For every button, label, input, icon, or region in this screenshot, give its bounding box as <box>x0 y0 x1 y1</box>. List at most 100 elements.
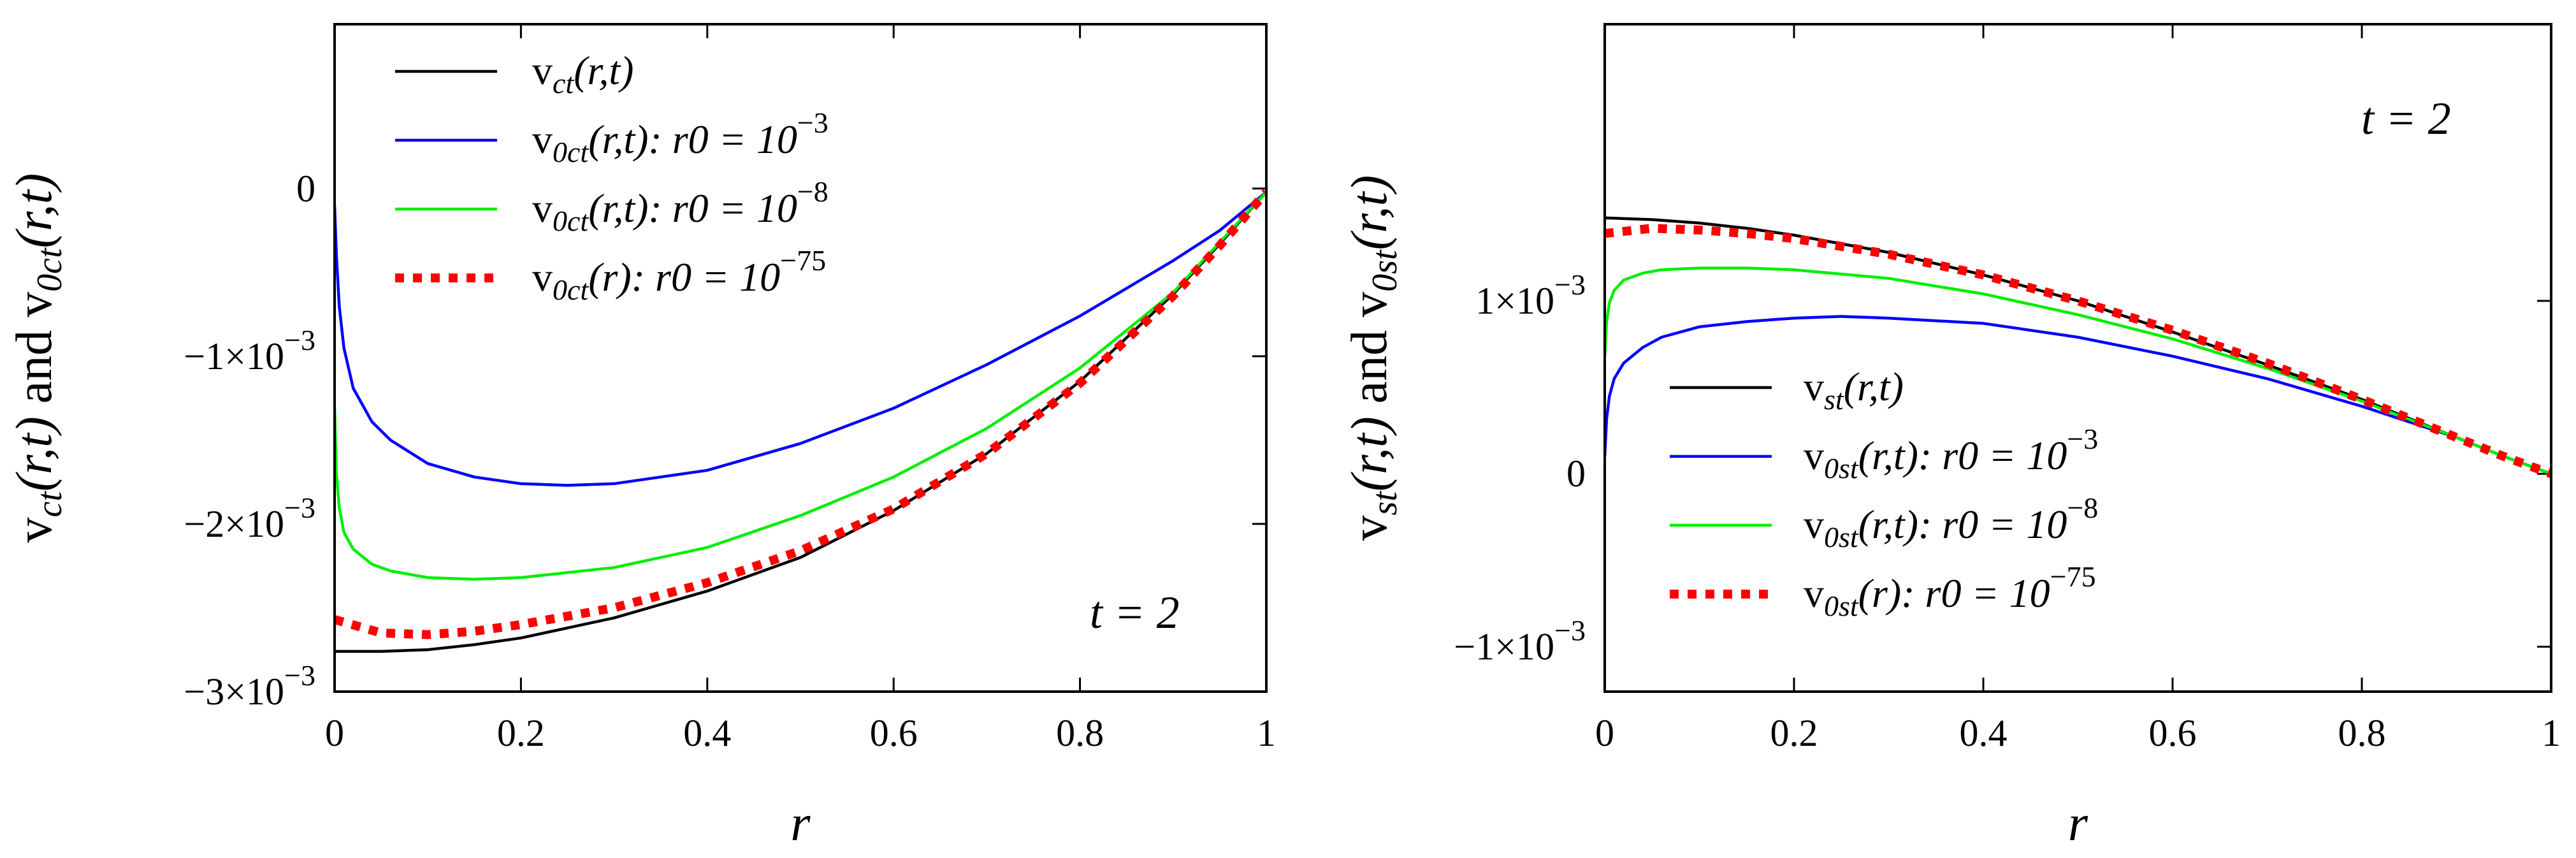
series-line-3 <box>1606 224 2550 478</box>
legend-label-2: v0ct(r,t): r0 = 10−8 <box>532 175 829 237</box>
legend-args: (r,t) <box>1858 502 1918 547</box>
legend-args: (r,t) <box>1858 433 1918 478</box>
y-label-mid: and <box>6 317 62 417</box>
legend-args: (r,t) <box>588 117 648 162</box>
y-label-sub1: st <box>1365 491 1405 516</box>
legend-cond: : r0 = 10 <box>632 254 780 300</box>
y-label-mid: and <box>1342 317 1398 417</box>
legend-cond: : r0 = 10 <box>648 117 797 162</box>
legend-sub: 0st <box>1824 521 1859 553</box>
plot-frame <box>1603 23 2552 693</box>
y-axis-label: vct(r,t) and v0ct(r,t) <box>6 173 69 543</box>
x-tick-label: 0 <box>1595 712 1614 754</box>
legend-sub: 0st <box>1824 452 1859 484</box>
legend-label-0: vct(r,t) <box>532 48 633 99</box>
x-tick-label: 0 <box>325 712 344 754</box>
y-label-var1: v <box>6 517 62 542</box>
y-label-args1: (r,t) <box>1342 416 1398 491</box>
x-tick-label: 0.2 <box>1770 712 1818 754</box>
y-tick-exponent: −3 <box>284 324 315 356</box>
plot-frame <box>333 23 1268 693</box>
x-tick-label: 1 <box>1257 712 1276 754</box>
series-line-1 <box>1606 315 2550 475</box>
legend-var: v <box>532 48 553 93</box>
y-label-args1: (r,t) <box>6 416 62 491</box>
y-label-var2: v <box>6 292 62 317</box>
series-line-2 <box>336 191 1265 581</box>
time-annotation: t = 2 <box>2361 93 2451 144</box>
legend-var: v <box>1804 502 1824 547</box>
legend-sub: st <box>1824 383 1844 416</box>
y-tick-mantissa: 0 <box>296 168 315 210</box>
x-tick-label: 0.8 <box>1056 712 1104 754</box>
legend-exp: −75 <box>2050 560 2096 593</box>
legend-sub: ct <box>553 67 574 99</box>
legend-label-3: v0ct(r): r0 = 10−75 <box>532 244 826 306</box>
legend-cond: : r0 = 10 <box>1918 502 2067 547</box>
y-tick-mantissa: −1×10 <box>1454 625 1554 667</box>
legend-label-0: vst(r,t) <box>1804 364 1904 416</box>
x-axis-label: r <box>2068 796 2088 852</box>
x-tick-label: 0.8 <box>2338 712 2386 754</box>
y-tick-exponent: −3 <box>1554 268 1586 301</box>
legend-sub: 0ct <box>553 205 589 237</box>
x-axis-label: r <box>790 796 811 852</box>
y-label-sub1: ct <box>30 491 69 518</box>
legend-var: v <box>1804 571 1824 616</box>
y-label-var2: v <box>1342 292 1398 317</box>
chart-right: 0 0.2 0.4 0.6 0.8 11×10−30−1×10−3vst(r,t)v0st… <box>1342 23 2561 852</box>
y-tick-mantissa: −1×10 <box>184 335 284 377</box>
y-tick-exponent: −3 <box>284 659 315 692</box>
y-tick-mantissa: −3×10 <box>184 671 284 713</box>
y-tick-mantissa: −2×10 <box>184 503 284 545</box>
legend-exp: −3 <box>797 106 829 139</box>
x-tick-label: 0.6 <box>2149 712 2197 754</box>
legend-sub: 0ct <box>553 136 589 168</box>
time-annotation: t = 2 <box>1090 587 1180 638</box>
legend-cond: : r0 = 10 <box>1918 433 2067 478</box>
series-line-1 <box>336 191 1265 487</box>
y-tick-label: 0 <box>1567 453 1586 495</box>
legend-cond: : r0 = 10 <box>1901 571 2050 616</box>
x-tick-label: 0.2 <box>497 712 545 754</box>
legend-args: (r) <box>588 254 632 300</box>
x-tick-label: 0.4 <box>683 712 731 754</box>
legend-exp: −8 <box>797 175 829 208</box>
legend-exp: −3 <box>2067 423 2098 455</box>
y-label-var1: v <box>1342 515 1398 541</box>
y-label-sub2: 0ct <box>30 247 69 292</box>
y-label-args2: (r,t) <box>6 173 62 249</box>
legend-args: (r,t) <box>588 185 648 231</box>
y-tick-mantissa: 0 <box>1567 453 1586 495</box>
y-tick-exponent: −3 <box>284 491 315 524</box>
legend-cond: : r0 = 10 <box>648 185 797 231</box>
y-label-args2: (r,t) <box>1342 175 1398 251</box>
legend-args: (r,t) <box>1844 364 1904 409</box>
legend-label-2: v0st(r,t): r0 = 10−8 <box>1804 491 2098 553</box>
y-tick-label: −2×10−3 <box>184 491 315 545</box>
legend-var: v <box>1804 364 1824 409</box>
y-tick-label: −3×10−3 <box>184 659 315 713</box>
series-line-3 <box>336 189 1265 639</box>
y-label-sub2: 0st <box>1365 249 1405 292</box>
chart-left: 0 0.2 0.4 0.6 0.8 10−1×10−3−2×10−3−3×10−3vct(… <box>6 23 1276 852</box>
legend-label-1: v0ct(r,t): r0 = 10−3 <box>532 106 829 168</box>
y-tick-label: 0 <box>296 168 315 210</box>
legend-sub: 0ct <box>553 273 589 306</box>
legend-var: v <box>532 117 553 162</box>
y-tick-label: −1×10−3 <box>184 324 315 377</box>
legend-exp: −8 <box>2067 491 2098 524</box>
legend-sub: 0st <box>1824 590 1859 622</box>
legend-label-1: v0st(r,t): r0 = 10−3 <box>1804 423 2098 484</box>
y-tick-exponent: −3 <box>1554 614 1586 646</box>
legend-var: v <box>532 254 553 300</box>
y-tick-label: −1×10−3 <box>1454 614 1586 667</box>
legend-args: (r,t) <box>574 48 633 93</box>
y-tick-mantissa: 1×10 <box>1475 280 1554 322</box>
legend-label-3: v0st(r): r0 = 10−75 <box>1804 560 2096 622</box>
x-tick-label: 0.6 <box>870 712 918 754</box>
series-line-2 <box>1606 266 2550 475</box>
legend-exp: −75 <box>780 244 826 277</box>
y-axis-label: vst(r,t) and v0st(r,t) <box>1342 175 1405 541</box>
